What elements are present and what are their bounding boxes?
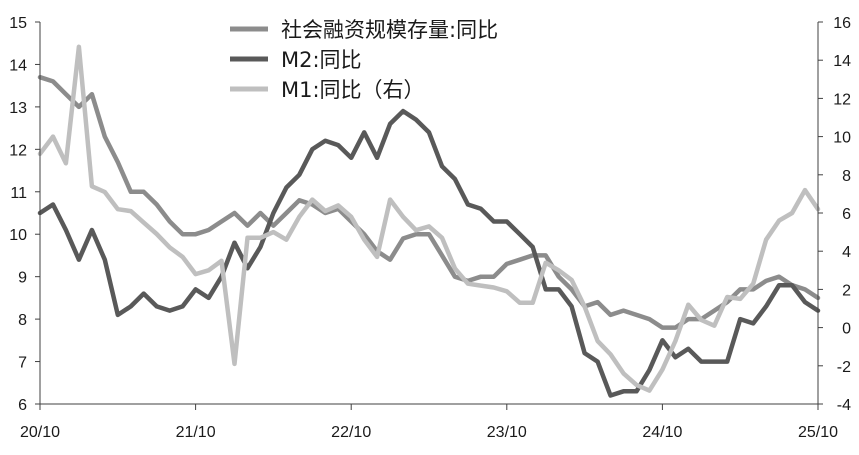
left-y-ticks: 6 7 8 9 10 11 12 13 14 15: [9, 15, 40, 414]
legend-entry-m2: M2:同比: [230, 48, 362, 72]
right-tick-label: 8: [842, 168, 851, 185]
legend: 社会融资规模存量:同比 M2:同比 M1:同比（右）: [230, 18, 498, 102]
right-y-ticks: -4 -2 0 2 4 6 8 10 12 14 16: [818, 15, 851, 414]
right-tick-label: 14: [833, 53, 851, 70]
series-line-m2: [37, 108, 821, 398]
left-tick-label: 11: [10, 185, 27, 202]
x-tick-label: 25/10: [798, 424, 838, 441]
right-tick-label: -2: [837, 359, 851, 376]
left-tick-label: 6: [18, 397, 27, 414]
x-tick-label: 20/10: [20, 424, 60, 441]
legend-entry-m1: M1:同比（右）: [230, 78, 425, 102]
right-tick-label: 6: [842, 206, 851, 223]
left-tick-label: 12: [9, 142, 27, 159]
left-tick-label: 15: [9, 15, 27, 32]
legend-label-m1: M1:同比（右）: [281, 78, 425, 102]
left-tick-label: 9: [18, 270, 27, 287]
right-tick-label: 12: [833, 91, 851, 108]
right-tick-label: 10: [833, 130, 851, 147]
x-tick-label: 23/10: [487, 424, 527, 441]
x-tick-label: 21/10: [176, 424, 216, 441]
legend-label-shrzgm: 社会融资规模存量:同比: [281, 18, 498, 42]
right-tick-label: -4: [837, 397, 851, 414]
right-tick-label: 16: [833, 15, 851, 32]
right-tick-label: 4: [842, 244, 851, 261]
left-tick-label: 14: [9, 57, 27, 74]
right-tick-label: 2: [842, 282, 851, 299]
legend-entry-shrzgm: 社会融资规模存量:同比: [230, 18, 498, 42]
plot-area: 6 7 8 9 10 11 12 13 14 15 -4 -2 0 2 4 6 8 10 12 14 16 20/10…: [9, 15, 851, 441]
left-tick-label: 13: [9, 100, 27, 117]
left-tick-label: 7: [18, 355, 27, 372]
x-tick-label: 24/10: [642, 424, 682, 441]
series-layer: [37, 44, 821, 398]
legend-label-m2: M2:同比: [281, 48, 362, 72]
left-tick-label: 8: [18, 312, 27, 329]
x-ticks: 20/10 21/10 22/10 23/10 24/10 25/10: [20, 404, 838, 441]
series-line-m1: [37, 44, 821, 393]
left-tick-label: 10: [9, 227, 27, 244]
right-tick-label: 0: [842, 321, 851, 338]
series-line-shrzgm: [37, 74, 821, 330]
x-tick-label: 22/10: [331, 424, 371, 441]
